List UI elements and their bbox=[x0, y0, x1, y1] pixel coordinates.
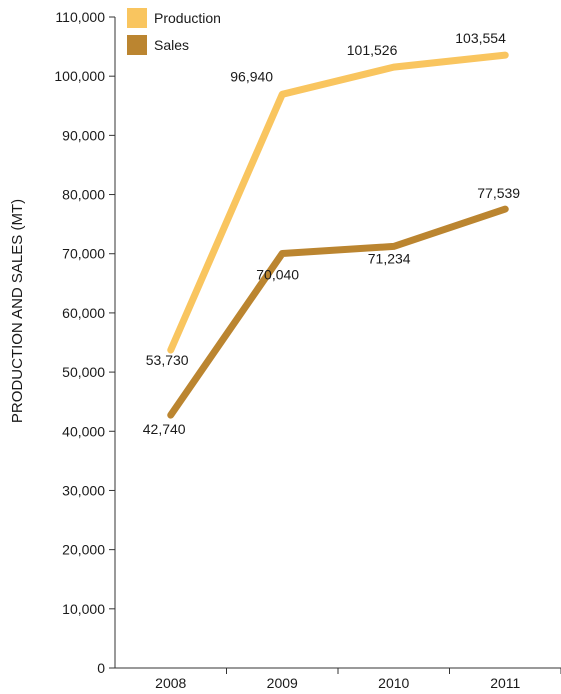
y-tick-label: 30,000 bbox=[62, 482, 105, 498]
data-label-sales: 70,040 bbox=[256, 266, 299, 282]
x-ticks: 2008 2009 2010 2011 bbox=[155, 668, 561, 691]
x-tick-label: 2008 bbox=[155, 675, 186, 691]
legend-swatch-sales bbox=[127, 35, 147, 55]
y-ticks: 0 10,000 20,000 30,000 40,000 50,000 60,000 70,… bbox=[54, 9, 115, 676]
y-tick-label: 80,000 bbox=[62, 187, 105, 203]
x-tick-label: 2011 bbox=[490, 675, 520, 691]
y-tick-label: 40,000 bbox=[62, 423, 105, 439]
y-tick-label: 110,000 bbox=[55, 9, 105, 25]
x-tick-label: 2009 bbox=[267, 675, 298, 691]
y-axis-title-group: PRODUCTION AND SALES (MT) bbox=[9, 199, 26, 423]
legend-label-production: Production bbox=[154, 10, 221, 26]
series-line-sales bbox=[167, 205, 509, 419]
y-axis-title: PRODUCTION AND SALES (MT) bbox=[9, 199, 26, 423]
data-label-production: 103,554 bbox=[455, 30, 506, 46]
y-tick-label: 100,000 bbox=[54, 68, 105, 84]
data-label-sales: 71,234 bbox=[368, 250, 411, 266]
data-label-production: 96,940 bbox=[230, 68, 273, 84]
legend-swatch-production bbox=[127, 8, 147, 28]
series-lines bbox=[167, 51, 509, 419]
axes bbox=[114, 17, 561, 669]
y-tick-label: 60,000 bbox=[62, 305, 105, 321]
y-tick-label: 90,000 bbox=[62, 127, 105, 143]
y-tick-label: 50,000 bbox=[62, 364, 105, 380]
y-tick-label: 20,000 bbox=[62, 542, 105, 558]
y-tick-label: 70,000 bbox=[62, 246, 105, 262]
y-tick-label: 10,000 bbox=[62, 601, 105, 617]
series-line-production bbox=[167, 51, 509, 354]
data-label-production: 53,730 bbox=[146, 352, 189, 368]
y-tick-label: 0 bbox=[97, 660, 105, 676]
data-labels: 53,730 96,940 101,526 103,554 42,740 70,040 71… bbox=[143, 30, 521, 437]
legend: Production Sales bbox=[127, 8, 221, 55]
x-tick-label: 2010 bbox=[378, 675, 409, 691]
data-label-sales: 42,740 bbox=[143, 421, 186, 437]
data-label-sales: 77,539 bbox=[477, 185, 520, 201]
data-label-production: 101,526 bbox=[347, 42, 398, 58]
legend-label-sales: Sales bbox=[154, 37, 189, 53]
